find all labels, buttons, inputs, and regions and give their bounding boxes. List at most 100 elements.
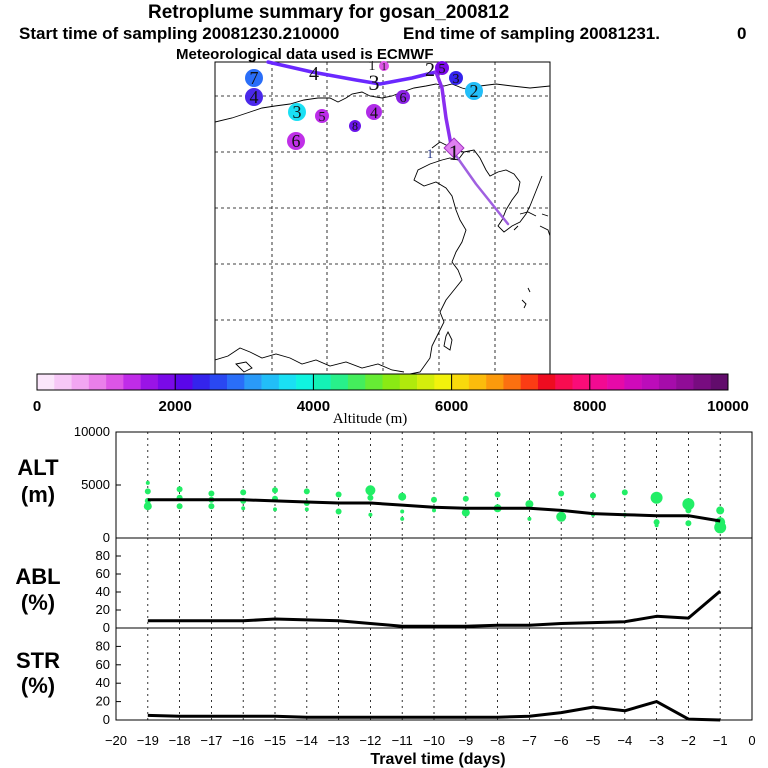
taiwan-coast bbox=[443, 330, 453, 351]
colorbar-cell bbox=[520, 374, 539, 390]
scatter-point bbox=[335, 491, 342, 498]
scatter-point bbox=[556, 511, 567, 522]
colorbar-cell bbox=[175, 374, 193, 390]
scatter-point bbox=[400, 509, 405, 514]
receptor-marker bbox=[443, 137, 465, 159]
x-tick-label: −11 bbox=[392, 733, 413, 748]
scatter-point bbox=[527, 516, 532, 521]
panel-ylabel: STR bbox=[16, 648, 60, 673]
y-tick-label: 80 bbox=[96, 548, 110, 563]
map-marker-label: 1 bbox=[382, 62, 387, 73]
colorbar-cell bbox=[468, 374, 487, 390]
map-marker-label: 5 bbox=[439, 62, 446, 77]
scatter-point bbox=[208, 503, 215, 510]
colorbar: 0 2000 4000 6000 8000 10000 Altitude (m) bbox=[33, 373, 749, 427]
scatter-point bbox=[461, 508, 470, 517]
scatter-point bbox=[494, 491, 501, 498]
colorbar-cell bbox=[417, 374, 435, 390]
colorbar-tick-label: 2000 bbox=[159, 398, 192, 415]
scatter-point bbox=[335, 508, 342, 515]
map-marker-label: 4 bbox=[250, 87, 259, 107]
coastline-japan bbox=[513, 211, 550, 237]
colorbar-cell bbox=[710, 374, 729, 390]
x-tick-label: −14 bbox=[296, 733, 318, 748]
scatter-point bbox=[398, 492, 407, 501]
colorbar-cell bbox=[503, 374, 521, 390]
x-tick-label: −5 bbox=[586, 733, 601, 748]
scatter-point bbox=[365, 485, 376, 496]
map-marker-label: 3 bbox=[453, 72, 460, 87]
colorbar-cell bbox=[382, 374, 401, 390]
y-tick-label: 20 bbox=[96, 694, 110, 709]
colorbar-cell bbox=[278, 374, 297, 390]
path-number: 2 bbox=[425, 59, 435, 81]
scatter-point bbox=[273, 507, 277, 512]
y-tick-label: 60 bbox=[96, 657, 110, 672]
y-tick-label: 60 bbox=[96, 566, 110, 581]
trajectory-path bbox=[266, 60, 510, 226]
coastline-china-east bbox=[409, 141, 467, 374]
scatter-point bbox=[303, 488, 310, 495]
colorbar-cell bbox=[296, 374, 314, 390]
x-tick-label: −17 bbox=[200, 733, 222, 748]
colorbar-cell bbox=[434, 374, 452, 390]
colorbar-cell bbox=[192, 374, 211, 390]
panel-yunit: (%) bbox=[21, 673, 55, 698]
end-time-tail: 0 bbox=[737, 24, 747, 43]
colorbar-cell bbox=[140, 374, 159, 390]
scatter-point bbox=[176, 486, 183, 493]
chart-title: Retroplume summary for gosan_200812 bbox=[148, 2, 510, 23]
scatter-point bbox=[400, 516, 405, 521]
receptor-label: 1 bbox=[449, 140, 460, 165]
map-marker-label: 5 bbox=[319, 110, 326, 125]
map-marker-label: 6 bbox=[400, 91, 407, 106]
map-marker-label: 6 bbox=[292, 131, 301, 151]
map-marker: 1 bbox=[379, 61, 389, 73]
scatter-point bbox=[208, 490, 215, 497]
map-marker: 5 bbox=[315, 109, 329, 125]
colorbar-tick-label: 10000 bbox=[707, 398, 749, 415]
series-line bbox=[147, 700, 721, 722]
colorbar-cell bbox=[106, 374, 124, 390]
series-line bbox=[147, 589, 722, 628]
series-line bbox=[147, 498, 721, 523]
coastline-korea bbox=[463, 149, 543, 233]
abl-panel: 0 20 40 60 80 ABL(%) bbox=[15, 537, 753, 635]
scatter-point bbox=[432, 508, 436, 513]
scatter-point bbox=[176, 503, 183, 510]
x-axis-label: Travel time (days) bbox=[370, 751, 505, 768]
map-marker: 6 bbox=[396, 90, 410, 106]
colorbar-cell bbox=[607, 374, 625, 390]
x-tick-label: −10 bbox=[423, 733, 445, 748]
map-marker: 6 bbox=[287, 131, 305, 151]
colorbar-cell bbox=[313, 374, 331, 390]
alt-panel: 0 5000 10000 ALT(m) bbox=[17, 424, 753, 545]
end-time-label: End time of sampling 20081231. bbox=[403, 24, 660, 43]
scatter-point bbox=[368, 512, 373, 517]
colorbar-tick-label: 8000 bbox=[573, 398, 606, 415]
map-marker: 5 bbox=[435, 61, 449, 77]
x-tick-label: −7 bbox=[522, 733, 537, 748]
met-data-label: Meteorological data used is ECMWF bbox=[176, 46, 434, 63]
x-tick-label: −8 bbox=[490, 733, 505, 748]
scatter-point bbox=[145, 480, 150, 485]
x-tick-label: −1 bbox=[713, 733, 728, 748]
colorbar-cell bbox=[572, 374, 591, 390]
colorbar-cell bbox=[347, 374, 366, 390]
path-number: 4 bbox=[309, 63, 319, 85]
colorbar-cell bbox=[451, 374, 470, 390]
x-tick-label: −2 bbox=[681, 733, 696, 748]
map-marker: 7 bbox=[245, 68, 263, 88]
colorbar-tick-label: 6000 bbox=[435, 398, 468, 415]
map-marker: 3 bbox=[288, 102, 306, 122]
scatter-point bbox=[653, 519, 660, 526]
scatter-point bbox=[650, 491, 663, 504]
x-tick-label: −9 bbox=[458, 733, 473, 748]
y-tick-label: 0 bbox=[103, 712, 110, 727]
y-tick-label: 10000 bbox=[74, 424, 110, 439]
map-marker-label: 8 bbox=[352, 119, 358, 133]
island-dot bbox=[521, 287, 531, 309]
panel-yunit: (%) bbox=[21, 590, 55, 615]
